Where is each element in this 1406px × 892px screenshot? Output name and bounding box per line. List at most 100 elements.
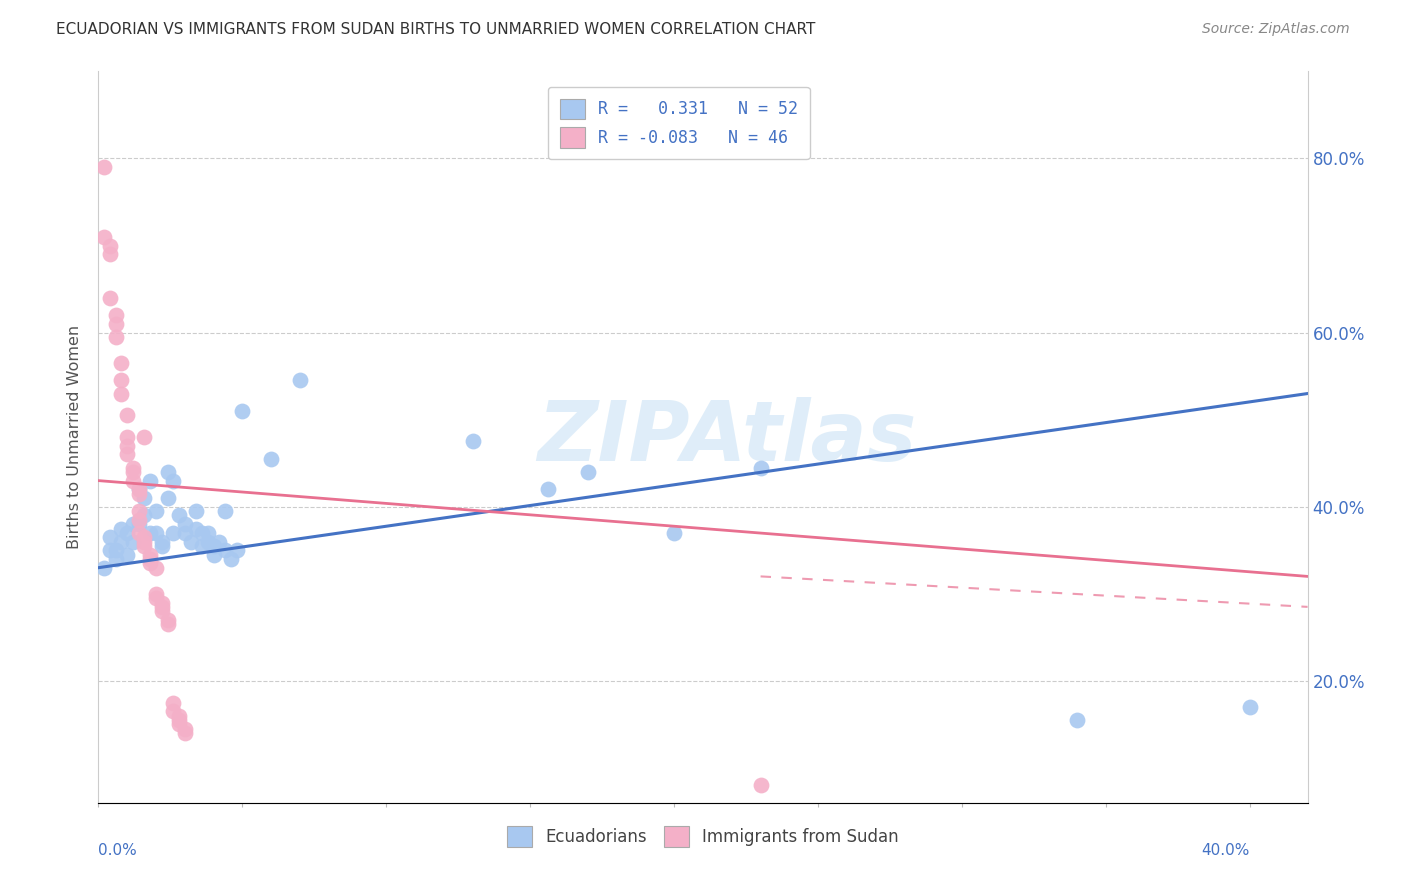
Text: Source: ZipAtlas.com: Source: ZipAtlas.com — [1202, 22, 1350, 37]
Point — [104, 552, 127, 566]
Point — [128, 525, 150, 540]
Point — [104, 330, 127, 344]
Point — [197, 525, 219, 540]
Point — [749, 460, 772, 475]
Point — [110, 386, 132, 401]
Point — [98, 543, 121, 558]
Point — [749, 778, 772, 792]
Point — [156, 613, 179, 627]
Point — [139, 557, 162, 571]
Point — [134, 534, 156, 549]
Point — [104, 308, 127, 322]
Point — [110, 534, 132, 549]
Point — [145, 560, 167, 574]
Point — [128, 517, 150, 532]
Point — [98, 247, 121, 261]
Point — [225, 543, 247, 558]
Point — [167, 713, 190, 727]
Point — [167, 717, 190, 731]
Point — [104, 317, 127, 331]
Point — [115, 548, 138, 562]
Point — [162, 525, 184, 540]
Point — [288, 374, 311, 388]
Point — [98, 530, 121, 544]
Point — [134, 430, 156, 444]
Point — [150, 539, 173, 553]
Text: ZIPAtlas: ZIPAtlas — [537, 397, 917, 477]
Point — [128, 483, 150, 497]
Point — [150, 534, 173, 549]
Point — [122, 465, 145, 479]
Point — [98, 238, 121, 252]
Point — [128, 513, 150, 527]
Point — [134, 508, 156, 523]
Point — [134, 539, 156, 553]
Point — [167, 508, 190, 523]
Point — [576, 465, 599, 479]
Text: ECUADORIAN VS IMMIGRANTS FROM SUDAN BIRTHS TO UNMARRIED WOMEN CORRELATION CHART: ECUADORIAN VS IMMIGRANTS FROM SUDAN BIRT… — [56, 22, 815, 37]
Point — [162, 474, 184, 488]
Point — [93, 560, 115, 574]
Point — [219, 552, 242, 566]
Point — [173, 517, 195, 532]
Point — [122, 460, 145, 475]
Point — [214, 543, 236, 558]
Point — [110, 356, 132, 370]
Point — [139, 474, 162, 488]
Point — [202, 539, 225, 553]
Point — [139, 525, 162, 540]
Point — [139, 552, 162, 566]
Point — [186, 504, 208, 518]
Point — [128, 504, 150, 518]
Point — [145, 591, 167, 606]
Point — [214, 504, 236, 518]
Text: 40.0%: 40.0% — [1202, 843, 1250, 858]
Point — [156, 491, 179, 505]
Point — [104, 543, 127, 558]
Point — [231, 404, 253, 418]
Point — [93, 229, 115, 244]
Point — [186, 521, 208, 535]
Point — [115, 430, 138, 444]
Point — [173, 726, 195, 740]
Point — [202, 548, 225, 562]
Point — [191, 539, 214, 553]
Point — [664, 525, 686, 540]
Point — [122, 517, 145, 532]
Point — [197, 534, 219, 549]
Point — [461, 434, 484, 449]
Point — [173, 525, 195, 540]
Point — [150, 595, 173, 609]
Point — [122, 534, 145, 549]
Point — [156, 465, 179, 479]
Point — [93, 160, 115, 174]
Point — [1239, 700, 1261, 714]
Point — [260, 451, 283, 466]
Point — [115, 448, 138, 462]
Point — [128, 483, 150, 497]
Point — [145, 504, 167, 518]
Legend: Ecuadorians, Immigrants from Sudan: Ecuadorians, Immigrants from Sudan — [498, 816, 908, 856]
Point — [162, 705, 184, 719]
Point — [145, 587, 167, 601]
Point — [536, 483, 558, 497]
Point — [150, 599, 173, 614]
Point — [115, 409, 138, 423]
Point — [115, 439, 138, 453]
Point — [156, 617, 179, 632]
Point — [191, 525, 214, 540]
Point — [128, 486, 150, 500]
Text: 0.0%: 0.0% — [98, 843, 138, 858]
Point — [115, 525, 138, 540]
Point — [173, 722, 195, 736]
Point — [110, 521, 132, 535]
Point — [162, 696, 184, 710]
Point — [145, 525, 167, 540]
Point — [150, 604, 173, 618]
Point — [122, 474, 145, 488]
Point — [1066, 713, 1088, 727]
Point — [98, 291, 121, 305]
Y-axis label: Births to Unmarried Women: Births to Unmarried Women — [67, 325, 83, 549]
Point — [167, 708, 190, 723]
Point — [208, 534, 231, 549]
